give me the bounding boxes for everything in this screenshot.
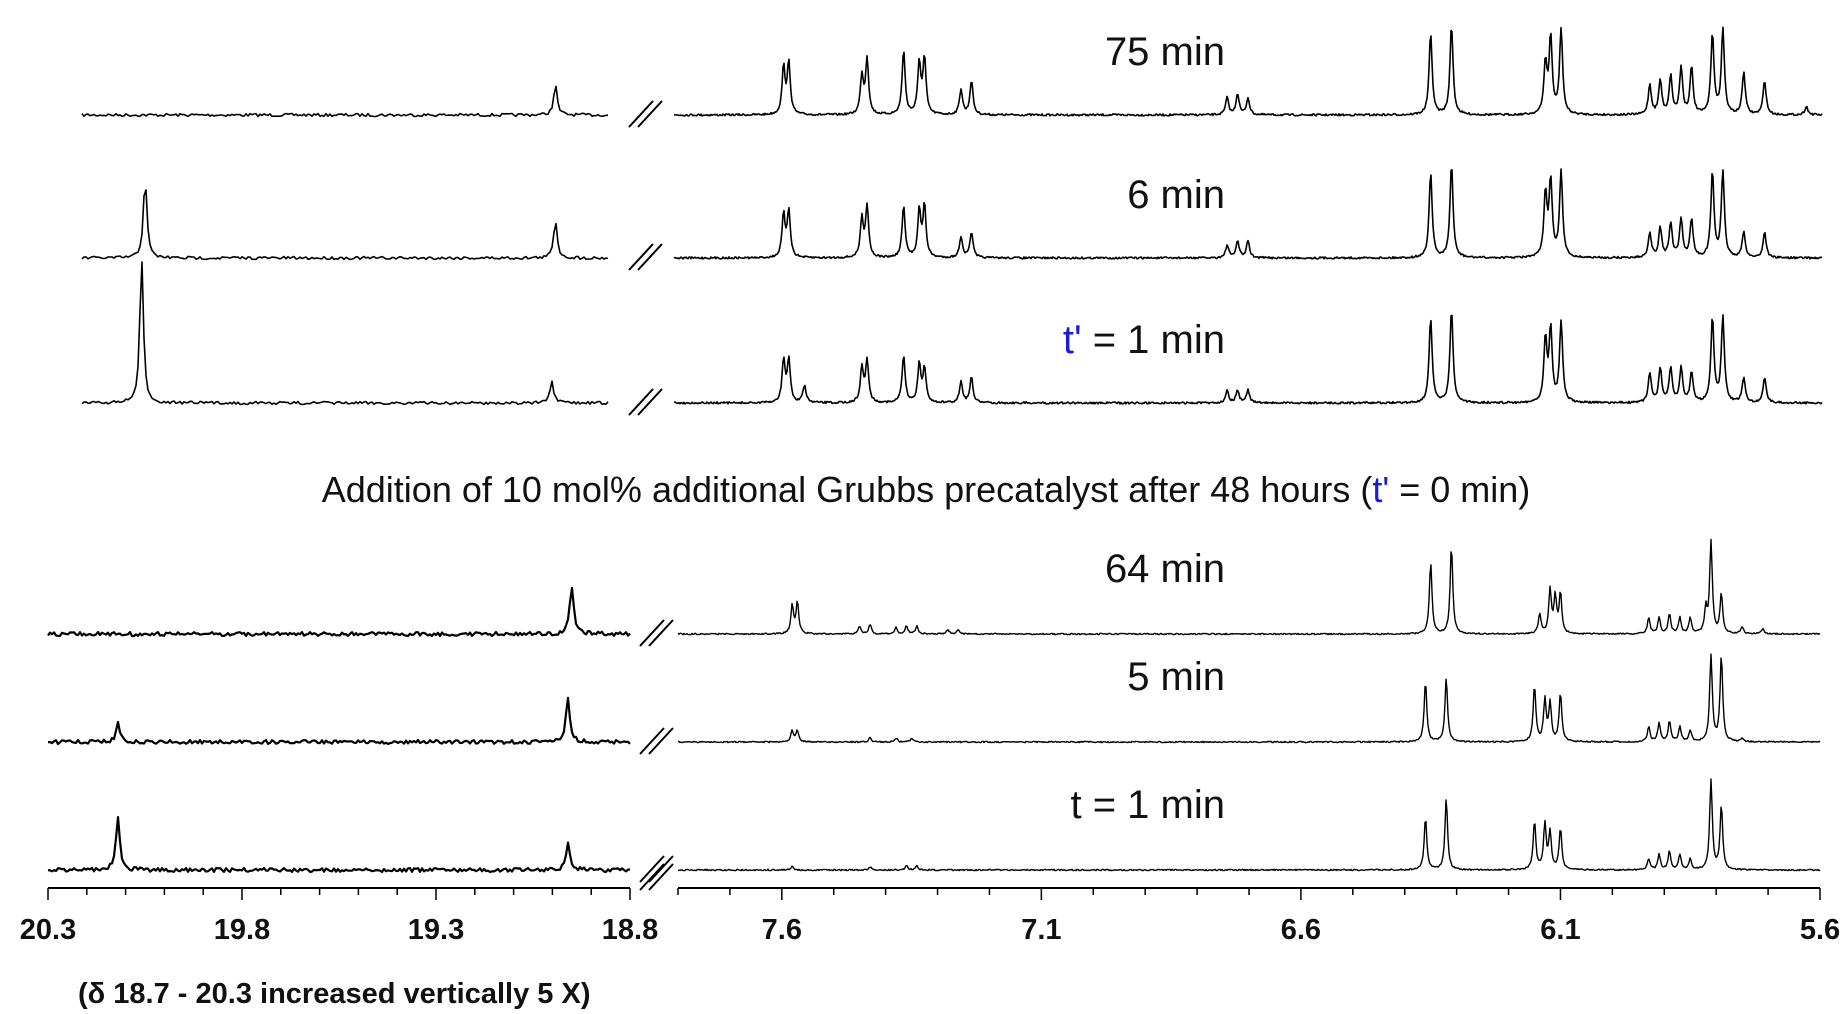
upper-spectrum-lowfield-2 bbox=[81, 261, 609, 406]
right-axis-tick-label: 6.1 bbox=[1540, 914, 1580, 946]
left-axis-tick-label: 19.3 bbox=[408, 914, 464, 946]
upper-spectrum-1 bbox=[673, 168, 1823, 260]
left-axis-tick-label: 20.3 bbox=[20, 914, 76, 946]
lower-spectrum-lowfield-2 bbox=[47, 816, 631, 874]
lower-axis-break-0 bbox=[639, 619, 674, 647]
upper-axis-break-2 bbox=[628, 388, 663, 416]
right-axis-tick-label: 7.1 bbox=[1021, 914, 1061, 946]
upper-spectrum-2 bbox=[674, 314, 1823, 405]
lower-spectrum-lowfield-1 bbox=[47, 696, 631, 746]
lower-axis-break-2 bbox=[639, 855, 674, 883]
right-axis-tick-label: 5.6 bbox=[1800, 914, 1840, 946]
lower-time-label-1: 5 min bbox=[1127, 655, 1225, 699]
upper-time-label-2: t' = 1 min bbox=[1063, 318, 1225, 362]
upper-spectrum-lowfield-1 bbox=[81, 189, 609, 261]
lower-time-label-2: t = 1 min bbox=[1070, 783, 1225, 827]
spectrum-labels: 75 min 6 min t' = 1 min 64 min 5 min t = 1 mi… bbox=[1063, 30, 1225, 827]
upper-axis-break-0 bbox=[628, 100, 663, 128]
upper-time-label-1: 6 min bbox=[1127, 173, 1225, 217]
lower-axis-break-1 bbox=[639, 727, 674, 755]
lower-time-label-0: 64 min bbox=[1105, 547, 1225, 591]
upper-axis-break-1 bbox=[628, 243, 663, 271]
lower-spectrum-0 bbox=[677, 538, 1821, 636]
right-axis-tick-label: 7.6 bbox=[762, 914, 802, 946]
right-axis-tick-label: 6.6 bbox=[1281, 914, 1321, 946]
spectra-traces bbox=[47, 26, 1823, 891]
addition-note: Addition of 10 mol% additional Grubbs pr… bbox=[322, 469, 1531, 510]
left-axis-tick-label: 18.8 bbox=[602, 914, 658, 946]
footnote: (δ 18.7 - 20.3 increased vertically 5 X) bbox=[78, 978, 590, 1010]
axis-break-bottom bbox=[639, 863, 674, 891]
upper-spectrum-0 bbox=[673, 26, 1823, 117]
lower-spectrum-1 bbox=[677, 653, 1821, 744]
left-axis-tick-label: 19.8 bbox=[214, 914, 270, 946]
x-axis: 20.3 19.8 19.3 18.8 7.6 7.1 6.6 6.1 5.6 bbox=[20, 887, 1840, 946]
lower-spectrum-2 bbox=[677, 778, 1821, 872]
upper-spectrum-lowfield-0 bbox=[81, 85, 609, 118]
lower-spectrum-lowfield-0 bbox=[47, 586, 631, 638]
upper-time-label-0: 75 min bbox=[1105, 30, 1225, 74]
